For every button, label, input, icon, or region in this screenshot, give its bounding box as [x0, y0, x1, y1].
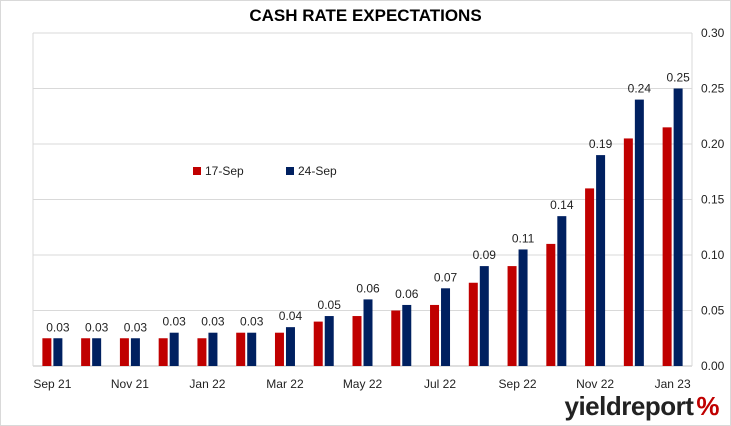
bar-17-sep	[391, 310, 401, 366]
chart-title: CASH RATE EXPECTATIONS	[249, 6, 482, 25]
bar-17-sep	[546, 243, 556, 366]
bar-17-sep	[197, 338, 207, 366]
x-tick-label: Mar 22	[266, 377, 304, 391]
bar-24-sep	[518, 249, 528, 366]
bar-17-sep	[42, 338, 52, 366]
bar-24-sep	[441, 288, 451, 366]
legend-label: 24-Sep	[298, 164, 337, 178]
data-label: 0.03	[124, 320, 148, 334]
bar-17-sep	[81, 338, 91, 366]
bar-17-sep	[119, 338, 129, 366]
x-tick-label: Nov 21	[111, 377, 149, 391]
bar-17-sep	[158, 338, 168, 366]
x-tick-label: Jul 22	[424, 377, 456, 391]
x-tick-label: Jan 23	[655, 377, 691, 391]
data-label: 0.09	[473, 248, 497, 262]
bar-17-sep	[352, 316, 362, 366]
bar-17-sep	[623, 138, 633, 366]
bar-24-sep	[130, 338, 140, 366]
data-label: 0.03	[201, 315, 225, 329]
bar-24-sep	[92, 338, 102, 366]
bar-17-sep	[430, 304, 440, 366]
data-label: 0.24	[628, 82, 652, 96]
legend-label: 17-Sep	[205, 164, 244, 178]
bar-24-sep	[402, 304, 412, 366]
y-tick-label: 0.20	[701, 137, 725, 151]
y-tick-label: 0.15	[701, 193, 725, 207]
bar-24-sep	[247, 332, 257, 366]
data-label: 0.06	[356, 281, 380, 295]
bar-17-sep	[585, 188, 595, 366]
y-tick-label: 0.25	[701, 82, 725, 96]
legend-swatch-24-sep	[286, 167, 294, 175]
bar-17-sep	[236, 332, 246, 366]
bar-24-sep	[673, 88, 683, 366]
bar-24-sep	[208, 332, 218, 366]
bar-24-sep	[324, 316, 334, 366]
x-tick-label: Nov 22	[576, 377, 614, 391]
data-label: 0.03	[46, 320, 70, 334]
bar-24-sep	[557, 216, 567, 366]
bar-17-sep	[468, 282, 478, 366]
yieldreport-logo: yieldreport%	[564, 391, 720, 421]
bar-24-sep	[285, 327, 295, 366]
data-label: 0.19	[589, 137, 613, 151]
x-tick-label: Sep 22	[499, 377, 537, 391]
data-label: 0.11	[512, 231, 535, 245]
y-tick-label: 0.30	[701, 26, 725, 40]
y-tick-label: 0.10	[701, 248, 725, 262]
bar-17-sep	[662, 127, 672, 366]
data-label: 0.03	[162, 315, 186, 329]
y-tick-label: 0.00	[701, 359, 725, 373]
bar-24-sep	[479, 266, 489, 366]
x-tick-label: May 22	[343, 377, 383, 391]
legend-swatch-17-sep	[193, 167, 201, 175]
data-label: 0.25	[666, 71, 690, 85]
bar-24-sep	[169, 332, 179, 366]
bar-17-sep	[313, 321, 323, 366]
bar-24-sep	[363, 299, 373, 366]
bar-17-sep	[507, 266, 517, 366]
bar-24-sep	[634, 99, 644, 366]
data-label: 0.03	[85, 320, 109, 334]
data-label: 0.04	[279, 309, 303, 323]
bar-17-sep	[274, 332, 284, 366]
data-label: 0.06	[395, 287, 419, 301]
x-tick-label: Jan 22	[189, 377, 225, 391]
data-label: 0.03	[240, 315, 264, 329]
y-tick-label: 0.05	[701, 304, 725, 318]
bar-24-sep	[53, 338, 63, 366]
data-label: 0.07	[434, 270, 458, 284]
data-label: 0.05	[318, 298, 342, 312]
data-label: 0.14	[550, 198, 574, 212]
bar-24-sep	[596, 155, 606, 366]
x-tick-label: Sep 21	[33, 377, 71, 391]
